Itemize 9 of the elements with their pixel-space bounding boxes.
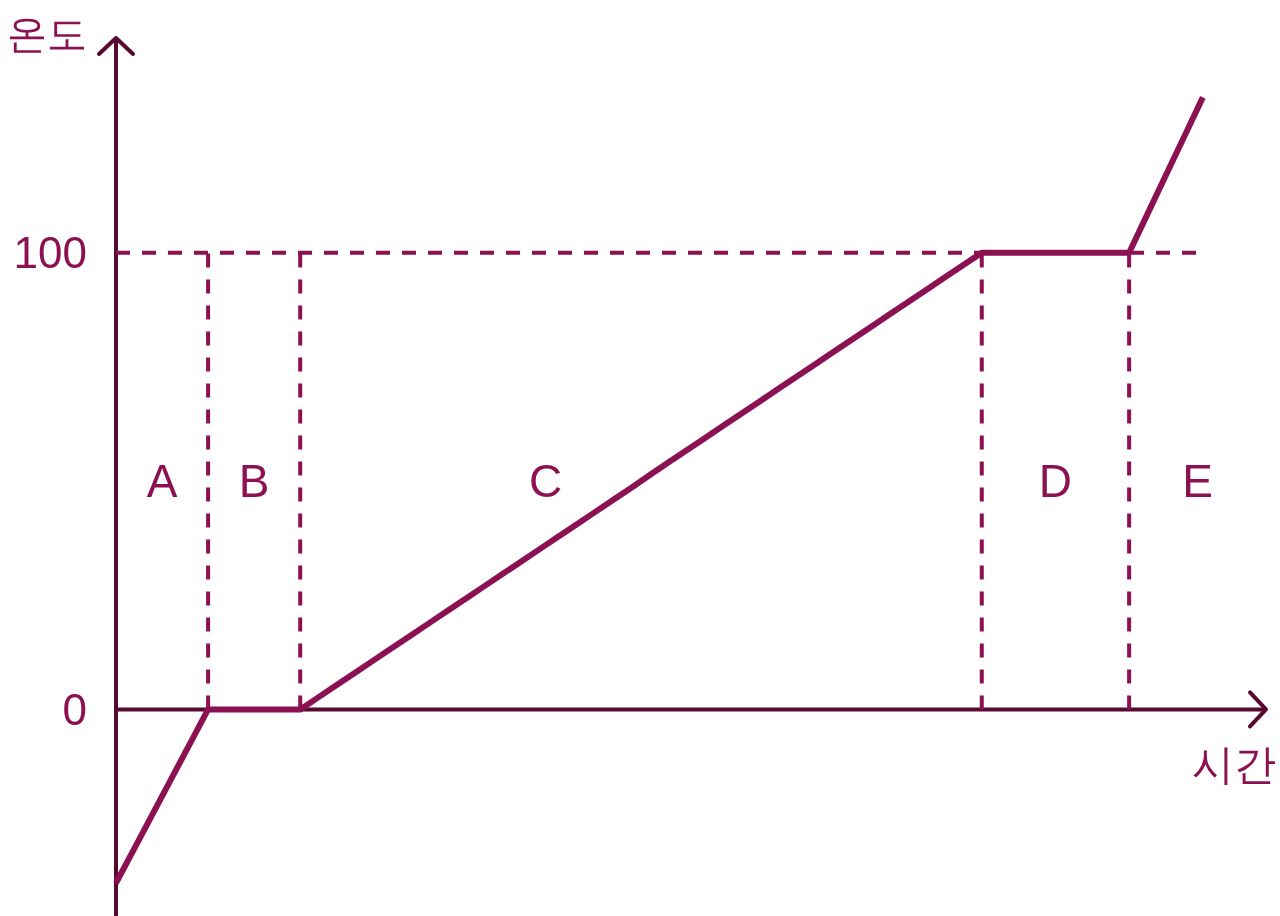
y-tick-label: 100 <box>13 228 87 278</box>
phase-label: A <box>146 455 178 508</box>
phase-label: D <box>1038 455 1073 508</box>
y-axis-title: 온도 <box>7 12 87 56</box>
x-axis-title: 시간 <box>1192 741 1276 789</box>
phase-label: C <box>528 455 563 508</box>
phase-label: E <box>1182 455 1213 508</box>
y-tick-label: 0 <box>62 684 87 734</box>
phase-label: B <box>238 455 270 508</box>
